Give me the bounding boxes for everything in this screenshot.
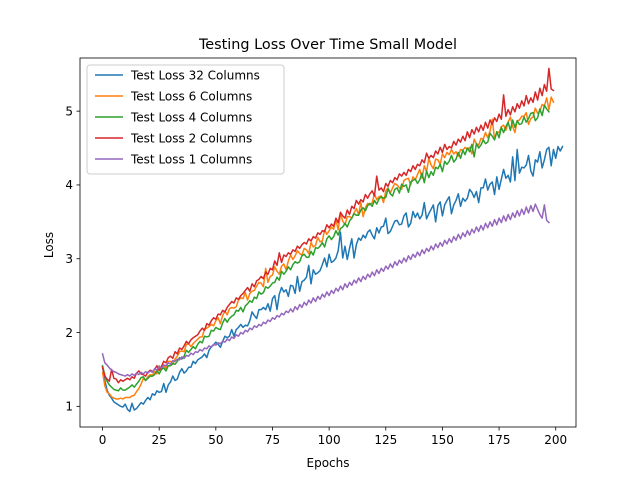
x-tick-label: 50	[208, 433, 223, 447]
y-tick-label: 1	[65, 400, 73, 414]
y-tick-label: 4	[65, 178, 73, 192]
axes-frame	[79, 57, 577, 428]
series-line-0	[101, 145, 564, 413]
plot-area	[101, 67, 564, 413]
legend-label-4: Test Loss 1 Columns	[130, 152, 252, 166]
x-tick-label: 200	[544, 433, 567, 447]
x-tick-label: 75	[265, 433, 280, 447]
legend-label-1: Test Loss 6 Columns	[130, 89, 252, 103]
legend-box	[86, 64, 285, 175]
legend-label-2: Test Loss 4 Columns	[130, 110, 252, 124]
x-tick-label: 175	[488, 433, 511, 447]
y-tick-label: 5	[65, 104, 73, 118]
series-line-3	[101, 67, 555, 384]
y-axis: 1 2 3 4 5	[65, 104, 80, 414]
chart-title: Testing Loss Over Time Small Model	[198, 37, 457, 53]
y-tick-label: 2	[65, 326, 73, 340]
series-line-4	[101, 203, 550, 377]
x-axis-label: Epochs	[307, 456, 350, 470]
y-axis-label: Loss	[42, 232, 56, 258]
x-axis: 0 25 50 75 100 125 150 175 200	[99, 427, 567, 447]
legend-label-0: Test Loss 32 Columns	[130, 68, 260, 82]
x-tick-label: 125	[374, 433, 397, 447]
x-tick-label: 0	[99, 433, 107, 447]
x-tick-label: 150	[431, 433, 454, 447]
legend-label-3: Test Loss 2 Columns	[130, 131, 252, 145]
series-line-2	[101, 104, 550, 392]
legend: Test Loss 32 Columns Test Loss 6 Columns T…	[86, 64, 285, 175]
x-tick-label: 100	[318, 433, 341, 447]
y-tick-label: 3	[65, 252, 73, 266]
x-tick-label: 25	[152, 433, 167, 447]
series-line-1	[101, 96, 555, 400]
